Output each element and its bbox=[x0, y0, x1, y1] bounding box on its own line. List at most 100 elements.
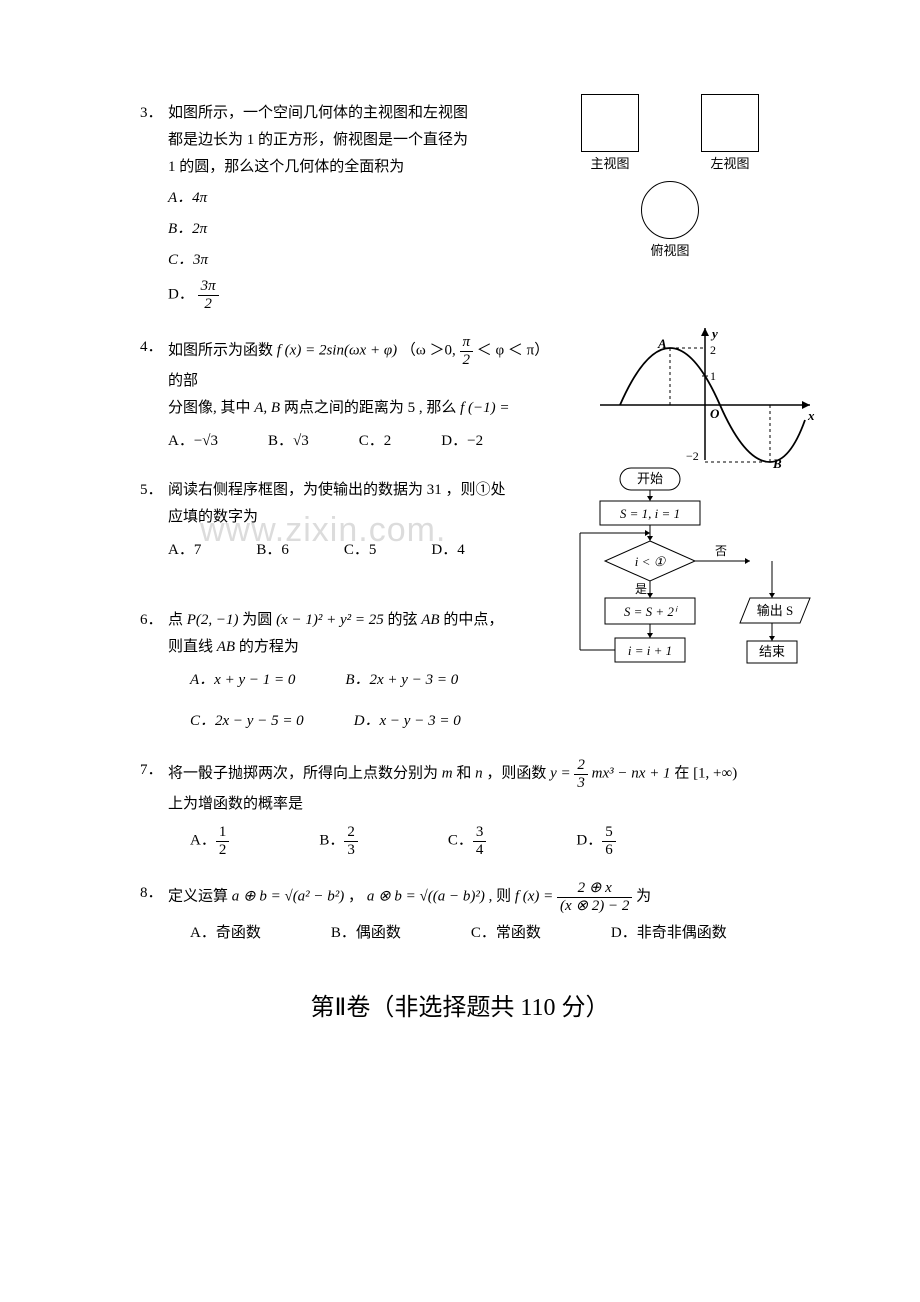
q5-option-b: B．6 bbox=[256, 537, 289, 564]
q4-t2a: 分图像, 其中 bbox=[168, 400, 254, 416]
q8-option-b: B．偶函数 bbox=[331, 920, 401, 947]
front-view-label: 主视图 bbox=[581, 152, 639, 175]
q6-t2a: 则直线 bbox=[168, 639, 217, 655]
q7b-d: 3 bbox=[344, 842, 358, 859]
q7c-n: 3 bbox=[473, 824, 487, 842]
q7-option-b: B．23 bbox=[319, 824, 358, 858]
q8-op1: a ⊕ b = √(a² − b²) bbox=[232, 888, 345, 904]
side-view-square bbox=[701, 94, 759, 152]
q8-td: 为 bbox=[636, 888, 651, 904]
flow-start: 开始 bbox=[637, 471, 663, 486]
q6-t1d: 的中点， bbox=[443, 612, 503, 628]
q4-ab: A, B bbox=[254, 400, 280, 416]
q4-pi-n: π bbox=[460, 334, 474, 352]
q5-line1: 阅读右侧程序框图，为使输出的数据为 31 ，则①处 bbox=[168, 477, 538, 504]
q3-number: 3． bbox=[140, 100, 168, 127]
q6-t1c: 的弦 bbox=[387, 612, 421, 628]
q4-pi-d: 2 bbox=[460, 352, 474, 369]
q7b-n: 2 bbox=[344, 824, 358, 842]
q4-t1a: 如图所示为函数 bbox=[168, 342, 277, 358]
q4-option-b: B．√3 bbox=[268, 428, 309, 455]
q5-option-c: C．5 bbox=[344, 537, 377, 564]
section-2-title: 第Ⅱ卷（非选择题共 110 分） bbox=[140, 987, 780, 1030]
q7-ypost: mx³ − nx + 1 bbox=[592, 765, 671, 781]
q7c-pre: C． bbox=[448, 832, 473, 848]
question-8: 8． 定义运算 a ⊕ b = √(a² − b²) ， a ⊗ b = √((… bbox=[140, 880, 780, 947]
q7d-n: 5 bbox=[602, 824, 616, 842]
q7-line1: 将一骰子抛掷两次，所得向上点数分别为 m 和 n ，则函数 y = 23 mx³… bbox=[168, 757, 780, 791]
q3-option-d-num: 3π bbox=[198, 278, 219, 296]
q7b-pre: B． bbox=[319, 832, 344, 848]
q8-line1: 定义运算 a ⊕ b = √(a² − b²) ， a ⊗ b = √((a −… bbox=[168, 880, 780, 914]
question-5: 5． 阅读右侧程序框图，为使输出的数据为 31 ，则①处 应填的数字为 A．7 … bbox=[140, 477, 780, 567]
q6-line2: 则直线 AB 的方程为 bbox=[168, 634, 780, 661]
q8-fxpre: f (x) = bbox=[515, 888, 557, 904]
origin-label: O bbox=[710, 406, 720, 421]
q7-yd: 3 bbox=[574, 775, 588, 792]
q7-ypre: y = bbox=[550, 765, 574, 781]
q8-option-d: D．非奇非偶函数 bbox=[611, 920, 727, 947]
q4-option-a: A．−√3 bbox=[168, 428, 218, 455]
q3-option-d-den: 2 bbox=[198, 296, 219, 313]
flow-yes: 是 bbox=[635, 582, 647, 596]
top-view-label: 俯视图 bbox=[550, 239, 790, 262]
q6-p: P(2, −1) bbox=[187, 612, 239, 628]
q6-option-b: B．2x + y − 3 = 0 bbox=[345, 667, 458, 694]
q8-fxd: (x ⊗ 2) − 2 bbox=[557, 898, 632, 915]
q7-number: 7． bbox=[140, 757, 168, 784]
q7a-n: 1 bbox=[216, 824, 230, 842]
q4-option-d: D．−2 bbox=[441, 428, 483, 455]
q7-n: n bbox=[475, 765, 483, 781]
q8-option-c: C．常函数 bbox=[471, 920, 541, 947]
q7-m: m bbox=[442, 765, 453, 781]
sine-graph: y x A B O 2 1 −2 bbox=[590, 320, 820, 480]
q4-t1b: （ω ＞0, bbox=[401, 342, 460, 358]
q3-option-d-prefix: D． bbox=[168, 286, 194, 302]
q7-option-c: C．34 bbox=[448, 824, 487, 858]
q8-op2: a ⊗ b = √((a − b)²) bbox=[367, 888, 485, 904]
q4-fx: f (x) = 2sin(ωx + φ) bbox=[277, 342, 397, 358]
q7-option-d: D．56 bbox=[576, 824, 615, 858]
q7-line2: 上为增函数的概率是 bbox=[168, 791, 780, 818]
q7c-d: 4 bbox=[473, 842, 487, 859]
q6-t2b: 的方程为 bbox=[239, 639, 299, 655]
tick-2: 2 bbox=[710, 343, 716, 357]
point-a-label: A bbox=[657, 336, 667, 351]
q8-option-a: A．奇函数 bbox=[190, 920, 261, 947]
q7-option-a: A．12 bbox=[190, 824, 229, 858]
q6-circle: (x − 1)² + y² = 25 bbox=[276, 612, 384, 628]
flow-init: S = 1, i = 1 bbox=[620, 506, 680, 521]
q4-number: 4． bbox=[140, 334, 168, 361]
flow-no: 否 bbox=[715, 544, 727, 558]
top-view-circle bbox=[641, 181, 699, 239]
q7-t1c: ，则函数 bbox=[486, 765, 550, 781]
q7a-d: 2 bbox=[216, 842, 230, 859]
q4-line2: 分图像, 其中 A, B 两点之间的距离为 5 , 那么 f (−1) = bbox=[168, 395, 558, 422]
q8-fxn: 2 ⊕ x bbox=[557, 880, 632, 898]
tick-1: 1 bbox=[710, 369, 716, 383]
q6-t1a: 点 bbox=[168, 612, 187, 628]
q7-yn: 2 bbox=[574, 757, 588, 775]
q7-t1a: 将一骰子抛掷两次，所得向上点数分别为 bbox=[168, 765, 442, 781]
q5-option-d: D．4 bbox=[431, 537, 464, 564]
axis-y-label: y bbox=[710, 326, 718, 341]
q7-t1d: 在 [1, +∞) bbox=[674, 765, 737, 781]
q4-line1: 如图所示为函数 f (x) = 2sin(ωx + φ) （ω ＞0, π2 ＜… bbox=[168, 334, 558, 395]
q4-fneg1: f (−1) = bbox=[460, 400, 509, 416]
q4-t2b: 两点之间的距离为 5 , 那么 bbox=[284, 400, 460, 416]
front-view-square bbox=[581, 94, 639, 152]
q5-option-a: A．7 bbox=[168, 537, 201, 564]
q8-ta: 定义运算 bbox=[168, 888, 232, 904]
q7a-pre: A． bbox=[190, 832, 216, 848]
question-7: 7． 将一骰子抛掷两次，所得向上点数分别为 m 和 n ，则函数 y = 23 … bbox=[140, 757, 780, 858]
q7d-d: 6 bbox=[602, 842, 616, 859]
q8-number: 8． bbox=[140, 880, 168, 907]
flow-cond: i < ① bbox=[635, 554, 667, 569]
side-view-label: 左视图 bbox=[701, 152, 759, 175]
q7-t1b: 和 bbox=[456, 765, 475, 781]
q6-option-a: A．x + y − 1 = 0 bbox=[190, 667, 295, 694]
question-3: 3． 如图所示，一个空间几何体的主视图和左视图 都是边长为 1 的正方形，俯视图… bbox=[140, 100, 780, 312]
q7d-pre: D． bbox=[576, 832, 602, 848]
q6-t1b: 为圆 bbox=[242, 612, 276, 628]
question-4: 4． 如图所示为函数 f (x) = 2sin(ωx + φ) （ω ＞0, π… bbox=[140, 334, 780, 455]
